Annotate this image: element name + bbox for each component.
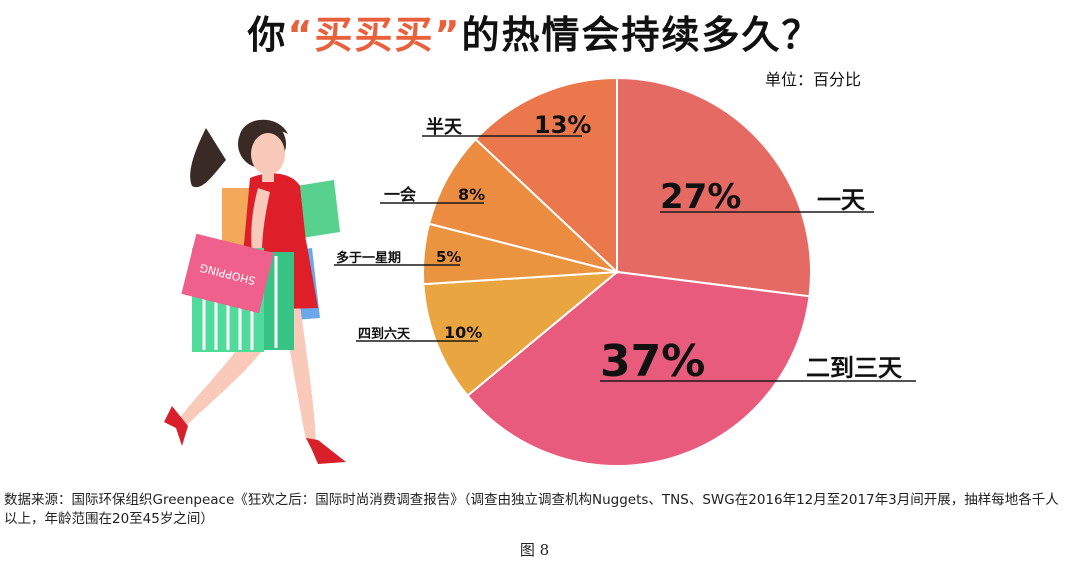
unit-label: 单位：百分比 — [765, 70, 862, 89]
slice-value-label: 5% — [436, 248, 461, 266]
pie-slice — [616, 76, 812, 298]
slice-value-label: 10% — [444, 323, 482, 342]
data-source-note: 数据来源：国际环保组织Greenpeace《狂欢之后：国际时尚消费调查报告》（调… — [4, 492, 1059, 527]
slice-value-label: 8% — [458, 185, 485, 204]
ponytail — [190, 128, 226, 188]
pie-slices — [422, 76, 812, 467]
slice-value-label: 13% — [534, 111, 591, 139]
shopping-woman-illustration: SHOPPING — [164, 119, 346, 464]
pie-slice — [474, 76, 618, 275]
title-highlight: “买买买” — [287, 13, 462, 57]
slice-category-label: 四到六天 — [358, 326, 411, 342]
chart-title: 你“买买买”的热情会持续多久？ — [0, 4, 1069, 59]
pink-shopping-bag — [181, 233, 275, 314]
pie-slice — [427, 137, 618, 273]
pie-slice — [422, 270, 621, 398]
slice-category-label: 二到三天 — [806, 354, 902, 382]
slice-value-label: 37% — [600, 336, 705, 387]
right-shoe — [306, 438, 346, 464]
hair-fringe — [240, 119, 288, 142]
title-prefix: 你 — [247, 13, 288, 57]
figure-label: 图 8 — [519, 541, 550, 559]
face — [251, 133, 285, 175]
left-shoe — [164, 406, 188, 446]
slice-value-label: 27% — [660, 177, 741, 217]
slice-category-label: 一天 — [817, 186, 865, 214]
slice-category-label: 一会 — [384, 185, 416, 204]
title-suffix: 的热情会持续多久？ — [461, 13, 822, 57]
slice-category-label: 半天 — [426, 116, 463, 138]
pie-labels: 27% 一天 37% 二到三天 10% 四到六天 5% 多于一星期 8% 一会 13% 半天 — [334, 111, 916, 387]
green-bag-small — [296, 180, 340, 238]
arm — [251, 188, 270, 252]
pie-slice — [466, 270, 811, 467]
neck — [262, 170, 274, 182]
slice-category-label: 多于一星期 — [336, 250, 401, 266]
